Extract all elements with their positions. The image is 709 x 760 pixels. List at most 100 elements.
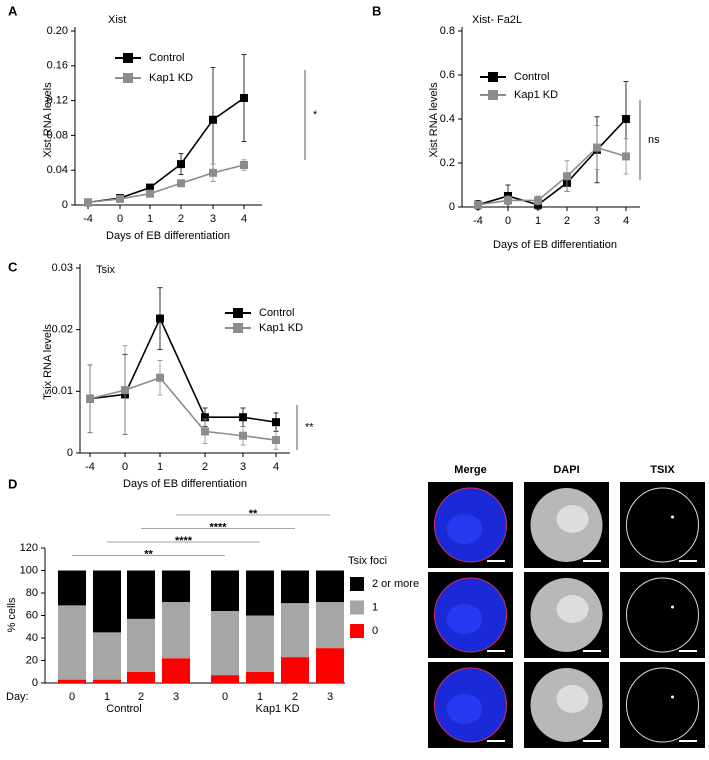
significance-label: ****: [209, 521, 227, 533]
legend-swatch: [350, 577, 364, 591]
y-tick-label: 0.03: [52, 262, 73, 274]
y-tick-label: 120: [20, 542, 38, 554]
legend-label: 1: [372, 601, 378, 613]
legend-marker: [488, 72, 498, 82]
marker: [504, 196, 512, 205]
marker: [201, 427, 209, 436]
x-axis-label: Days of EB differentiation: [123, 478, 247, 490]
nucleus-texture: [556, 505, 589, 533]
x-tick-label: 2: [564, 215, 570, 227]
x-tick-label: 0: [122, 461, 128, 473]
significance-label: **: [305, 421, 314, 433]
bar-segment: [93, 679, 121, 683]
x-tick-label: 3: [173, 691, 179, 703]
nucleus-texture: [446, 604, 483, 634]
x-tick-label: 4: [273, 461, 279, 473]
image-column-header: DAPI: [553, 464, 579, 476]
marker: [563, 172, 571, 181]
y-tick-label: 20: [26, 654, 38, 666]
series-line: [477, 146, 627, 206]
marker: [116, 194, 124, 203]
marker: [240, 93, 248, 102]
panel-letter: B: [372, 3, 381, 18]
nucleus-texture: [556, 595, 589, 623]
y-tick-label: 0.4: [440, 113, 455, 125]
x-tick-label: 3: [210, 213, 216, 225]
bar-segment: [93, 570, 121, 633]
y-tick-label: 0.20: [47, 25, 68, 37]
bar-segment: [162, 570, 190, 602]
y-tick-label: 60: [26, 609, 38, 621]
panel-letter: C: [8, 259, 18, 274]
x-tick-label: -4: [85, 461, 95, 473]
x-tick-label: 1: [157, 461, 163, 473]
legend-swatch: [350, 624, 364, 638]
significance-label: **: [144, 548, 153, 560]
legend-marker: [123, 73, 133, 83]
y-axis-label: Tsix RNA levels: [42, 324, 54, 400]
image-column-header: TSIX: [650, 464, 675, 476]
group-label: Kap1 KD: [255, 703, 299, 715]
x-tick-label: 0: [505, 215, 511, 227]
bar-segment: [58, 605, 86, 680]
significance-label: ns: [648, 134, 660, 146]
bar-segment: [316, 602, 344, 649]
marker: [622, 115, 630, 123]
legend-label: Kap1 KD: [149, 72, 193, 84]
nucleus-outline: [626, 577, 699, 653]
bar-segment: [211, 570, 239, 611]
y-tick-label: 0.6: [440, 69, 455, 81]
x-tick-label: -4: [473, 215, 483, 227]
marker: [201, 413, 209, 422]
x-tick-label: 1: [535, 215, 541, 227]
legend-title: Tsix foci: [348, 555, 387, 567]
legend-label: 0: [372, 625, 378, 637]
x-tick-label: 2: [292, 691, 298, 703]
legend-label: Kap1 KD: [259, 322, 303, 334]
legend-swatch: [350, 600, 364, 615]
bar-segment: [162, 602, 190, 659]
group-label: Control: [106, 703, 141, 715]
bar-segment: [316, 570, 344, 602]
marker: [177, 179, 185, 188]
y-tick-label: 0: [62, 199, 68, 211]
x-tick-label: 4: [241, 213, 247, 225]
x-tick-label: 3: [327, 691, 333, 703]
bar-segment: [162, 658, 190, 683]
legend-label: Control: [514, 71, 549, 83]
legend-label: Control: [259, 307, 294, 319]
series-line: [87, 97, 245, 204]
bar-segment: [281, 570, 309, 604]
y-axis-label: % cells: [6, 597, 18, 632]
panel-letter: A: [8, 3, 18, 18]
marker: [474, 200, 482, 209]
y-tick-label: 0.04: [47, 164, 68, 176]
marker: [209, 168, 217, 177]
y-tick-label: 0.02: [52, 324, 73, 336]
nucleus-outline: [626, 487, 699, 563]
bar-segment: [58, 679, 86, 683]
bar-segment: [211, 675, 239, 683]
marker: [146, 183, 154, 192]
x-tick-label: 1: [147, 213, 153, 225]
bar-segment: [281, 657, 309, 683]
bar-segment: [127, 671, 155, 683]
y-tick-label: 100: [20, 564, 38, 576]
legend-marker: [233, 323, 243, 333]
marker: [146, 189, 154, 198]
series-line: [89, 316, 277, 423]
tsix-focus: [671, 605, 674, 609]
marker: [239, 431, 247, 440]
bar-segment: [127, 570, 155, 619]
tsix-focus: [671, 515, 674, 519]
y-tick-label: 0.01: [52, 385, 73, 397]
bar-segment: [211, 611, 239, 676]
y-tick-label: 0.8: [440, 25, 455, 37]
x-tick-label: 1: [257, 691, 263, 703]
y-axis-label: Xist RNA levels: [428, 82, 440, 158]
bar-segment: [58, 570, 86, 606]
marker: [239, 413, 247, 422]
panel-title: Xist: [108, 14, 126, 26]
y-axis-label: Xist RNA levels: [42, 82, 54, 158]
